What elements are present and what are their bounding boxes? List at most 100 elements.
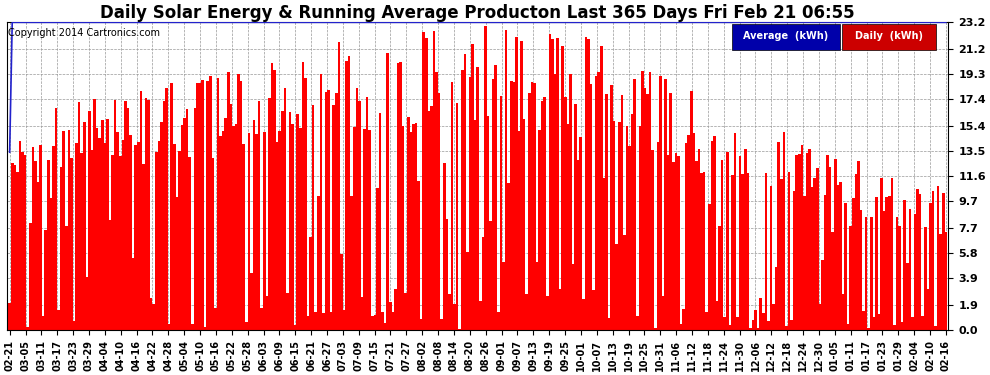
- Bar: [456, 103, 458, 330]
- Bar: [545, 296, 548, 330]
- Bar: [441, 319, 444, 330]
- Bar: [777, 142, 780, 330]
- Bar: [75, 143, 78, 330]
- Bar: [849, 226, 852, 330]
- Bar: [148, 100, 149, 330]
- Bar: [431, 106, 433, 330]
- Bar: [494, 65, 497, 330]
- Bar: [466, 252, 469, 330]
- Bar: [942, 193, 944, 330]
- Bar: [919, 194, 922, 330]
- Bar: [739, 156, 742, 330]
- Bar: [67, 130, 70, 330]
- Bar: [122, 140, 124, 330]
- Bar: [502, 262, 505, 330]
- Bar: [803, 196, 806, 330]
- Bar: [492, 79, 494, 330]
- Bar: [410, 132, 412, 330]
- Bar: [255, 135, 257, 330]
- Bar: [571, 264, 574, 330]
- Bar: [315, 312, 317, 330]
- Bar: [762, 313, 764, 330]
- Bar: [130, 135, 132, 330]
- Bar: [922, 316, 924, 330]
- Bar: [83, 123, 85, 330]
- Bar: [106, 119, 109, 330]
- Bar: [644, 88, 646, 330]
- Bar: [286, 293, 289, 330]
- Bar: [358, 102, 360, 330]
- Bar: [268, 98, 270, 330]
- Bar: [137, 142, 140, 330]
- Bar: [363, 129, 366, 330]
- Bar: [648, 72, 651, 330]
- Bar: [577, 160, 579, 330]
- Bar: [29, 223, 32, 330]
- Bar: [412, 124, 415, 330]
- Bar: [917, 189, 919, 330]
- Bar: [85, 277, 88, 330]
- Bar: [935, 326, 937, 330]
- Bar: [50, 198, 52, 330]
- Bar: [420, 320, 423, 330]
- Bar: [448, 294, 450, 330]
- Bar: [631, 114, 634, 330]
- Bar: [808, 149, 811, 330]
- Bar: [626, 126, 629, 330]
- Bar: [450, 82, 453, 330]
- Bar: [844, 204, 846, 330]
- Bar: [556, 38, 558, 330]
- Bar: [654, 327, 656, 330]
- Bar: [47, 160, 50, 330]
- Bar: [854, 174, 857, 330]
- Bar: [235, 124, 238, 330]
- Bar: [479, 301, 482, 330]
- Bar: [610, 84, 613, 330]
- Bar: [500, 96, 502, 330]
- Bar: [230, 104, 232, 330]
- Bar: [436, 72, 438, 330]
- Bar: [127, 108, 130, 330]
- Text: Copyright 2014 Cartronics.com: Copyright 2014 Cartronics.com: [8, 28, 160, 39]
- Bar: [893, 325, 896, 330]
- Bar: [548, 34, 551, 330]
- Bar: [471, 44, 474, 330]
- Bar: [278, 131, 281, 330]
- Bar: [178, 151, 181, 330]
- Bar: [533, 83, 536, 330]
- Bar: [78, 102, 80, 330]
- Bar: [801, 145, 803, 330]
- Bar: [21, 152, 24, 330]
- Bar: [157, 141, 160, 330]
- Bar: [520, 41, 523, 330]
- Bar: [186, 109, 188, 330]
- Bar: [309, 237, 312, 330]
- Bar: [793, 192, 795, 330]
- Bar: [474, 120, 476, 330]
- Bar: [353, 127, 355, 330]
- Bar: [515, 37, 518, 330]
- Bar: [790, 320, 793, 330]
- Bar: [366, 98, 368, 330]
- Bar: [201, 80, 204, 330]
- Bar: [862, 311, 865, 330]
- Bar: [160, 122, 162, 330]
- Bar: [59, 167, 62, 330]
- Bar: [711, 141, 713, 330]
- Bar: [672, 162, 674, 330]
- Bar: [865, 217, 867, 330]
- Bar: [883, 211, 885, 330]
- Bar: [317, 196, 320, 330]
- Bar: [399, 62, 402, 330]
- Bar: [34, 161, 37, 330]
- Bar: [872, 316, 875, 330]
- Bar: [891, 178, 893, 330]
- Bar: [206, 81, 209, 330]
- Bar: [8, 303, 11, 330]
- Bar: [669, 93, 672, 330]
- Bar: [642, 71, 644, 330]
- Bar: [42, 316, 45, 330]
- Bar: [700, 173, 703, 330]
- Bar: [667, 155, 669, 330]
- Bar: [592, 290, 595, 330]
